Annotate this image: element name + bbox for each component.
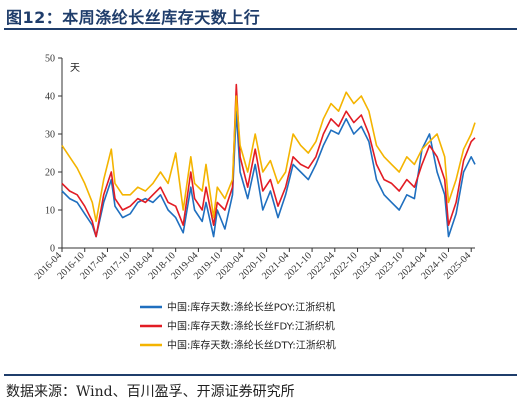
chart-series	[61, 83, 476, 238]
y-tick-label: 0	[50, 244, 55, 255]
y-tick-label: 30	[45, 130, 55, 141]
legend-label-1: 中国:库存天数:涤纶长丝POY:江浙织机	[167, 301, 335, 314]
chart-title: 图12：本周涤纶长丝库存天数上行	[6, 8, 261, 27]
legend-label-2: 中国:库存天数:涤纶长丝FDY:江浙织机	[167, 320, 335, 333]
y-tick-label: 40	[45, 92, 55, 103]
line-chart: 01020304050天2016-042016-102017-042017-10…	[33, 54, 476, 352]
y-tick-label: 20	[45, 168, 55, 179]
series-line-2	[61, 83, 476, 238]
y-unit-label: 天	[70, 63, 80, 74]
series-line-3	[61, 91, 476, 223]
source-rule	[4, 374, 517, 376]
y-tick-label: 50	[45, 54, 55, 65]
series-line-1	[61, 110, 476, 238]
data-source-note: 数据来源：Wind、百川盈孚、开源证券研究所	[6, 384, 295, 400]
legend-label-3: 中国:库存天数:涤纶长丝DTY:江浙织机	[167, 339, 336, 352]
chart-legend: 中国:库存天数:涤纶长丝POY:江浙织机中国:库存天数:涤纶长丝FDY:江浙织机…	[140, 301, 336, 352]
title-rule	[4, 28, 517, 30]
y-tick-label: 10	[45, 206, 55, 217]
